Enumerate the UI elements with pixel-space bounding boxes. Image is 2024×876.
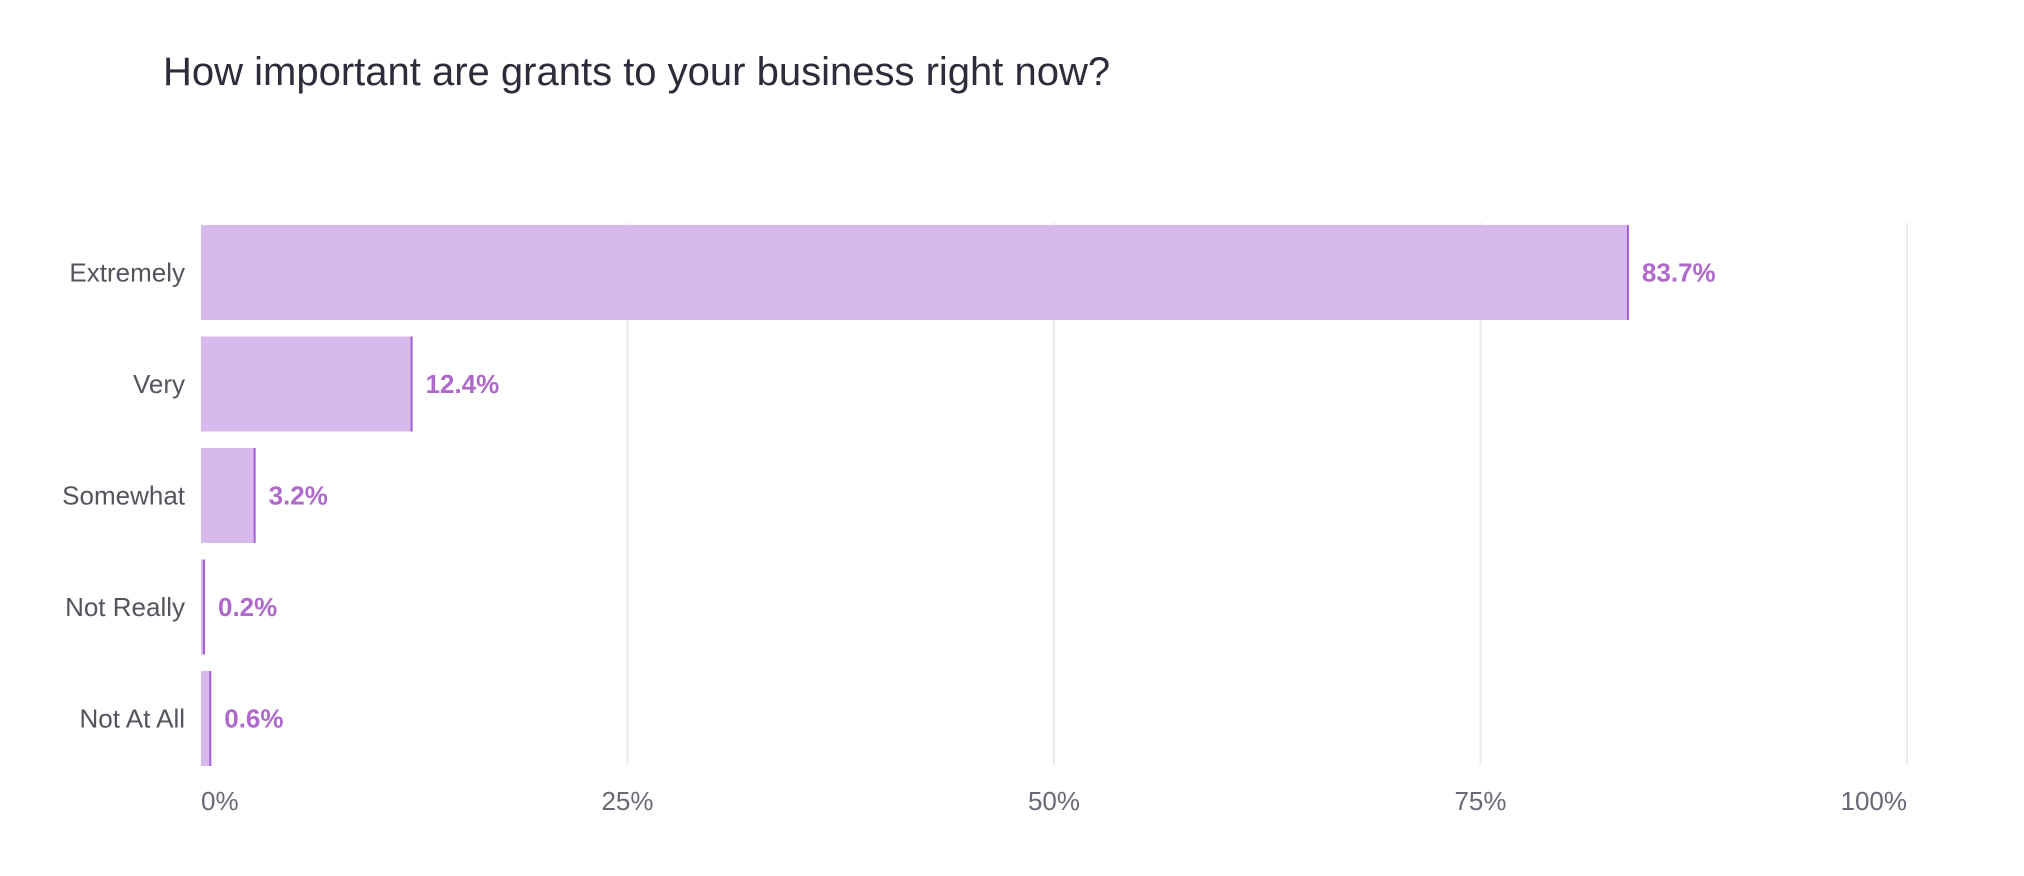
bar-edge (253, 448, 256, 543)
x-tick-label: 75% (1454, 786, 1506, 816)
value-label: 3.2% (269, 481, 328, 511)
x-tick-label: 25% (601, 786, 653, 816)
category-label: Somewhat (62, 481, 186, 511)
value-label: 0.6% (224, 704, 283, 734)
x-tick-label: 100% (1841, 786, 1908, 816)
x-tick-label: 0% (201, 786, 239, 816)
category-label: Not At All (80, 704, 186, 734)
bar (201, 671, 212, 766)
x-axis-tick-labels: 0% 25% 50% 75% 100% (201, 786, 1907, 816)
bar (201, 336, 413, 432)
chart-title: How important are grants to your busines… (163, 50, 1111, 94)
value-label: 12.4% (426, 369, 500, 399)
bar (201, 225, 1629, 320)
value-label: 0.2% (218, 592, 277, 622)
bars (201, 225, 1629, 766)
category-label: Extremely (69, 258, 185, 288)
category-label: Not Really (65, 592, 185, 622)
x-tick-label: 50% (1028, 786, 1080, 816)
bar-edge (1626, 225, 1629, 320)
bar (201, 448, 256, 543)
category-label: Very (133, 369, 185, 399)
value-labels: 83.7% 12.4% 3.2% 0.2% 0.6% (218, 258, 1716, 734)
value-label: 83.7% (1642, 258, 1716, 288)
bar-edge (410, 336, 413, 432)
bar-edge (209, 671, 212, 766)
category-labels: Extremely Very Somewhat Not Really Not At Al… (62, 258, 186, 734)
bar-edge (203, 559, 205, 655)
